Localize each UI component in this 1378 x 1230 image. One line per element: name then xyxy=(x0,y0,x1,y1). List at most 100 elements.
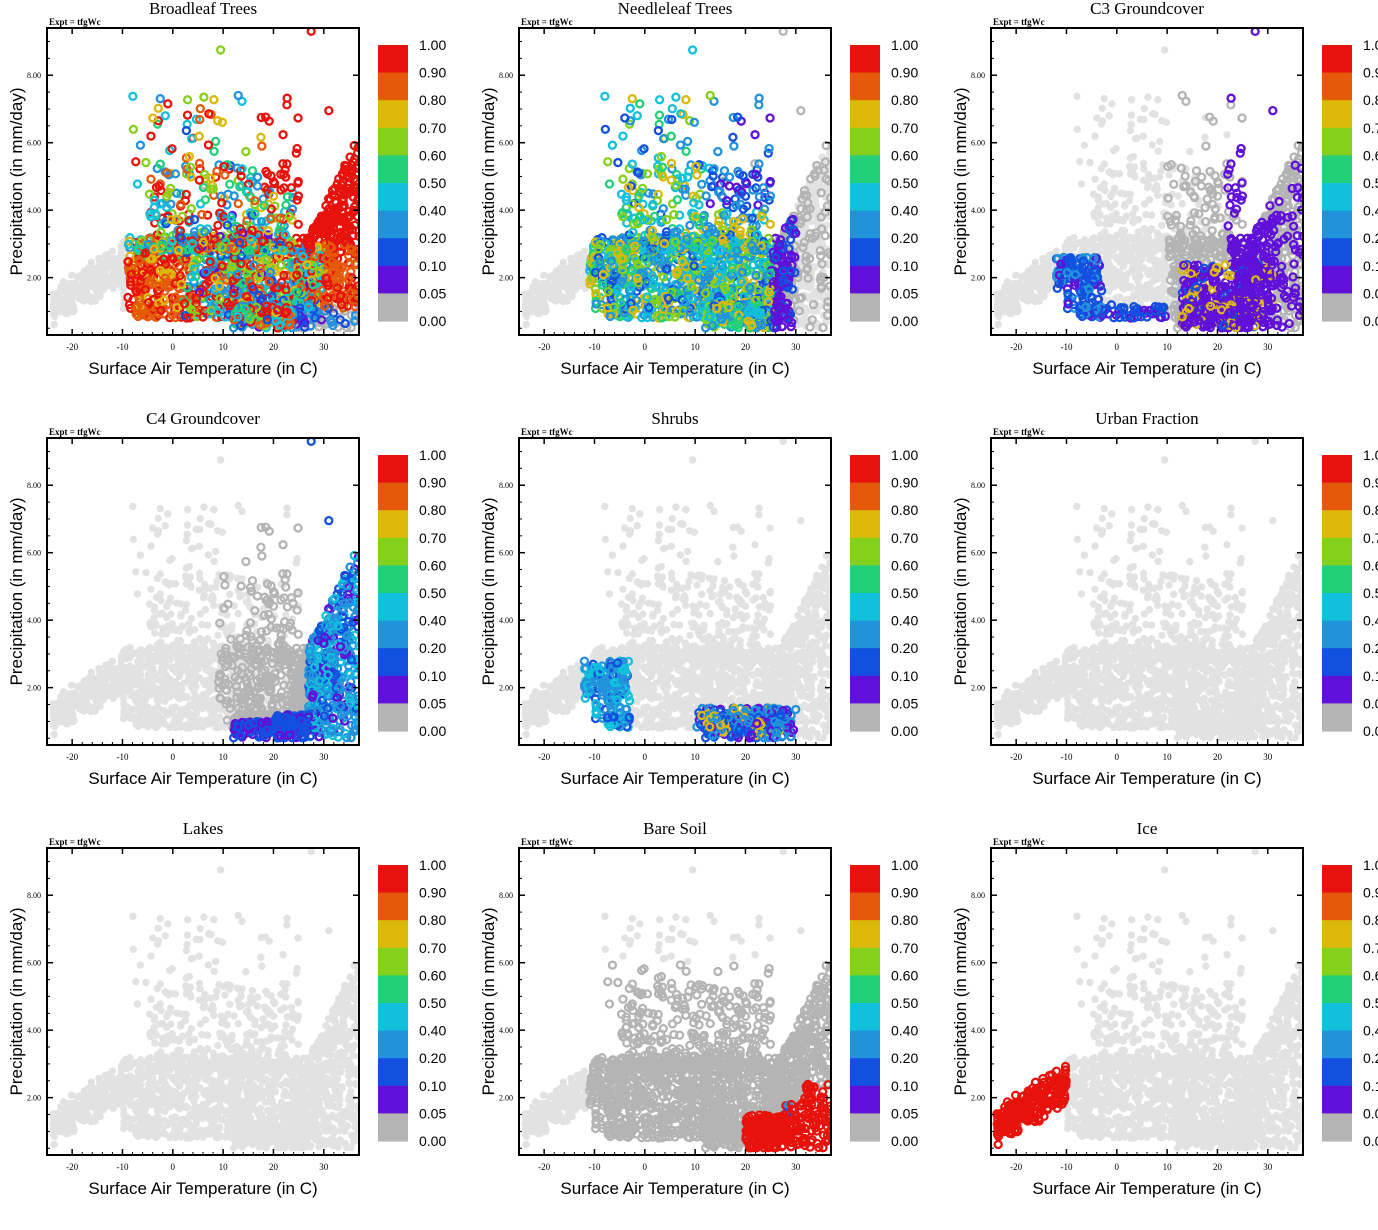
data-point xyxy=(50,321,57,328)
data-point xyxy=(752,131,759,138)
data-point xyxy=(130,126,137,133)
data-point xyxy=(188,135,195,142)
data-point xyxy=(113,260,120,267)
colorbar-label: 0.60 xyxy=(419,147,446,163)
colorbar-label: 0.70 xyxy=(419,120,446,136)
colorbar-label: 0.60 xyxy=(891,147,918,163)
colorbar-swatch xyxy=(378,100,408,128)
data-point xyxy=(735,256,742,263)
data-point xyxy=(568,266,575,273)
colorbar-label: 0.05 xyxy=(419,285,446,301)
colorbar-swatch xyxy=(850,183,880,211)
y-tick-label: 2.00 xyxy=(499,274,513,283)
data-point xyxy=(541,308,548,315)
data-point xyxy=(564,286,571,293)
points-layer xyxy=(521,28,834,332)
data-point xyxy=(714,148,721,155)
data-point xyxy=(685,168,692,175)
data-point xyxy=(157,161,164,168)
data-point xyxy=(627,105,634,112)
colorbar-swatch xyxy=(850,45,880,73)
data-point xyxy=(198,211,205,218)
data-point xyxy=(96,293,103,300)
data-point xyxy=(726,174,733,181)
data-point xyxy=(196,133,203,140)
expt-label: Expt = tfgWc xyxy=(521,17,573,27)
data-point xyxy=(218,199,225,206)
data-point xyxy=(766,145,773,152)
data-point xyxy=(767,115,774,122)
colorbar-label: 0.50 xyxy=(419,175,446,191)
x-tick-label: 20 xyxy=(269,342,279,352)
data-point xyxy=(606,180,613,187)
data-point xyxy=(147,176,154,183)
data-point xyxy=(49,290,56,297)
data-point xyxy=(184,112,191,119)
data-point xyxy=(822,232,829,239)
data-point xyxy=(558,297,565,304)
data-point xyxy=(567,255,574,262)
data-point xyxy=(212,138,219,145)
colorbar-label: 0.10 xyxy=(891,258,918,274)
data-point xyxy=(142,159,149,166)
points-layer xyxy=(993,28,1306,332)
data-point xyxy=(157,95,164,102)
data-point xyxy=(797,107,804,114)
data-point xyxy=(730,218,737,225)
colorbar-label: 0.10 xyxy=(419,258,446,274)
data-point xyxy=(690,199,697,206)
colorbar-label: 0.90 xyxy=(419,65,446,81)
data-point xyxy=(254,182,261,189)
data-point xyxy=(820,324,827,331)
x-tick-label: -20 xyxy=(66,342,78,352)
y-tick-label: 8.00 xyxy=(499,71,513,80)
data-point xyxy=(351,222,358,229)
data-point xyxy=(211,148,218,155)
data-point xyxy=(1007,309,1014,316)
data-point xyxy=(200,94,207,101)
data-point xyxy=(730,143,737,150)
data-point xyxy=(670,211,677,218)
data-point xyxy=(1036,286,1043,293)
data-point xyxy=(635,204,642,211)
data-point xyxy=(63,309,70,316)
data-point xyxy=(1013,308,1020,315)
data-point xyxy=(231,192,238,199)
data-point xyxy=(799,316,806,323)
colorbar-label: 0.80 xyxy=(891,92,918,108)
colorbar: 1.000.900.800.700.600.500.400.200.100.05… xyxy=(378,37,446,329)
data-point xyxy=(568,293,575,300)
data-point xyxy=(132,158,139,165)
data-point xyxy=(581,247,588,254)
colorbar-swatch xyxy=(378,211,408,239)
colorbar-label: 0.80 xyxy=(419,92,446,108)
data-point xyxy=(543,280,550,287)
y-tick-label: 2.00 xyxy=(27,274,41,283)
data-point xyxy=(570,280,577,287)
data-point xyxy=(284,193,291,200)
data-point xyxy=(69,308,76,315)
data-point xyxy=(53,303,60,310)
data-point xyxy=(162,112,169,119)
data-point xyxy=(668,133,675,140)
data-point xyxy=(105,282,112,289)
data-point xyxy=(66,291,73,298)
data-point xyxy=(221,171,228,178)
data-point xyxy=(672,94,679,101)
data-point xyxy=(614,159,621,166)
data-point xyxy=(743,180,750,187)
data-point xyxy=(239,165,246,172)
data-point xyxy=(689,46,696,53)
panel-title: Needleleaf Trees xyxy=(618,0,733,18)
data-point xyxy=(1030,297,1037,304)
data-point xyxy=(760,184,767,191)
panel-title: Broadleaf Trees xyxy=(149,0,257,18)
data-point xyxy=(629,95,636,102)
data-point xyxy=(1048,262,1055,269)
x-tick-label: 30 xyxy=(319,342,329,352)
colorbar-label: 0.50 xyxy=(891,175,918,191)
colorbar-swatch xyxy=(850,238,880,266)
